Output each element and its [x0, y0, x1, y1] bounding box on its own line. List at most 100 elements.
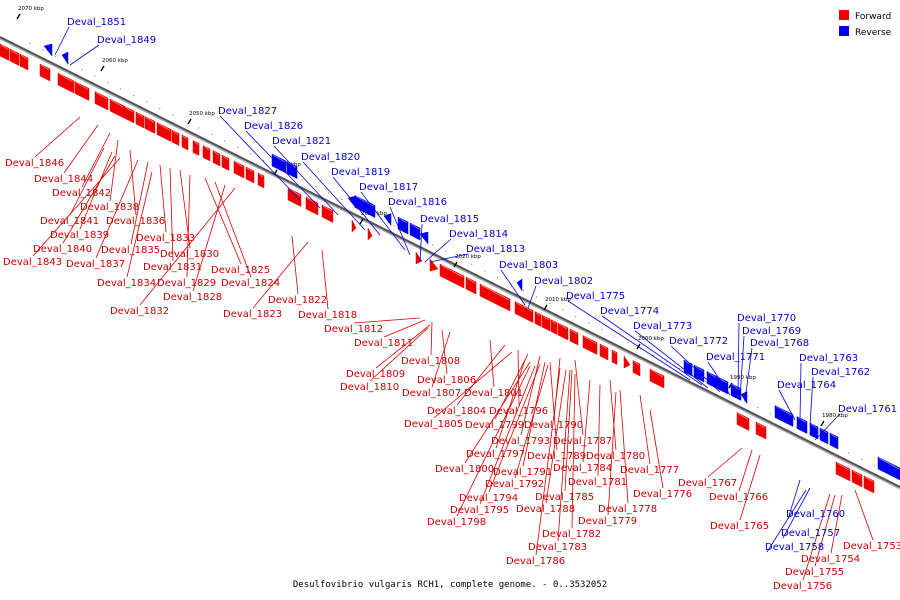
forward-gene-label[interactable]: Deval_1800: [435, 464, 494, 475]
forward-gene-block[interactable]: [522, 305, 534, 323]
forward-gene-label[interactable]: Deval_1755: [785, 567, 844, 578]
reverse-gene-block[interactable]: [829, 432, 839, 450]
reverse-gene-label[interactable]: Deval_1760: [786, 509, 845, 520]
forward-gene-label[interactable]: Deval_1831: [143, 262, 202, 273]
forward-gene-label[interactable]: Deval_1842: [52, 188, 111, 199]
forward-gene-block[interactable]: [245, 166, 255, 184]
forward-gene-block[interactable]: [479, 283, 511, 312]
forward-gene-block[interactable]: [123, 105, 135, 124]
forward-gene-label[interactable]: Deval_1765: [710, 521, 769, 532]
forward-gene-block[interactable]: [582, 335, 598, 355]
forward-gene-label[interactable]: Deval_1790: [524, 420, 583, 431]
forward-gene-label[interactable]: Deval_1844: [34, 174, 93, 185]
forward-gene-label[interactable]: Deval_1838: [80, 202, 139, 213]
reverse-gene-block[interactable]: [693, 364, 705, 383]
forward-gene-block[interactable]: [287, 187, 302, 207]
reverse-gene-label[interactable]: Deval_1817: [359, 182, 418, 193]
forward-gene-label[interactable]: Deval_1830: [160, 249, 219, 260]
forward-gene-label[interactable]: Deval_1810: [340, 382, 399, 393]
reverse-gene-block[interactable]: [774, 405, 794, 427]
forward-gene-block[interactable]: [439, 263, 465, 289]
forward-gene-label[interactable]: Deval_1781: [568, 477, 627, 488]
forward-gene-label[interactable]: Deval_1799: [465, 420, 524, 431]
reverse-gene-label[interactable]: Deval_1775: [566, 291, 625, 302]
forward-gene-label[interactable]: Deval_1801: [464, 388, 523, 399]
forward-gene-block[interactable]: [415, 251, 423, 265]
forward-gene-label[interactable]: Deval_1846: [5, 158, 64, 169]
forward-gene-label[interactable]: Deval_1809: [346, 369, 405, 380]
reverse-gene-label[interactable]: Deval_1826: [244, 121, 303, 132]
reverse-gene-block[interactable]: [383, 213, 392, 227]
forward-gene-label[interactable]: Deval_1835: [101, 245, 160, 256]
forward-gene-block[interactable]: [171, 129, 180, 146]
forward-gene-label[interactable]: Deval_1777: [620, 465, 679, 476]
forward-gene-block[interactable]: [0, 43, 10, 61]
forward-gene-label[interactable]: Deval_1807: [402, 388, 461, 399]
reverse-gene-block[interactable]: [286, 161, 298, 179]
reverse-gene-label[interactable]: Deval_1758: [765, 542, 824, 553]
forward-gene-label[interactable]: Deval_1779: [578, 516, 637, 527]
forward-gene-label[interactable]: Deval_1753: [843, 541, 900, 552]
reverse-gene-label[interactable]: Deval_1774: [600, 306, 659, 317]
reverse-gene-block[interactable]: [730, 383, 742, 401]
reverse-gene-block[interactable]: [809, 422, 819, 440]
reverse-gene-label[interactable]: Deval_1821: [272, 136, 331, 147]
forward-gene-label[interactable]: Deval_1787: [553, 436, 612, 447]
forward-gene-block[interactable]: [367, 227, 373, 241]
reverse-gene-label[interactable]: Deval_1849: [97, 35, 156, 46]
forward-gene-block[interactable]: [94, 91, 109, 111]
reverse-gene-block[interactable]: [796, 416, 808, 434]
forward-gene-label[interactable]: Deval_1812: [324, 324, 383, 335]
reverse-gene-block[interactable]: [397, 216, 409, 235]
forward-gene-block[interactable]: [569, 328, 579, 346]
reverse-gene-label[interactable]: Deval_1769: [742, 326, 801, 337]
forward-gene-label[interactable]: Deval_1785: [535, 492, 594, 503]
forward-gene-label[interactable]: Deval_1789: [527, 451, 586, 462]
forward-gene-label[interactable]: Deval_1798: [427, 517, 486, 528]
forward-gene-label[interactable]: Deval_1780: [586, 451, 645, 462]
forward-gene-block[interactable]: [429, 258, 439, 272]
reverse-gene-block[interactable]: [409, 222, 421, 241]
forward-gene-label[interactable]: Deval_1828: [163, 292, 222, 303]
forward-gene-block[interactable]: [851, 469, 863, 488]
reverse-gene-label[interactable]: Deval_1816: [388, 197, 447, 208]
forward-gene-label[interactable]: Deval_1804: [427, 406, 486, 417]
forward-gene-block[interactable]: [632, 360, 641, 377]
reverse-gene-label[interactable]: Deval_1851: [67, 17, 126, 28]
reverse-gene-label[interactable]: Deval_1814: [449, 229, 508, 240]
reverse-gene-block[interactable]: [819, 427, 829, 445]
reverse-gene-label[interactable]: Deval_1773: [633, 321, 692, 332]
reverse-gene-label[interactable]: Deval_1761: [838, 404, 897, 415]
forward-gene-label[interactable]: Deval_1793: [491, 436, 550, 447]
forward-gene-label[interactable]: Deval_1832: [110, 306, 169, 317]
reverse-gene-block[interactable]: [877, 456, 900, 481]
forward-gene-label[interactable]: Deval_1806: [417, 375, 476, 386]
forward-gene-block[interactable]: [19, 53, 29, 71]
forward-gene-label[interactable]: Deval_1796: [489, 406, 548, 417]
forward-gene-label[interactable]: Deval_1766: [709, 492, 768, 503]
reverse-gene-label[interactable]: Deval_1768: [750, 338, 809, 349]
forward-gene-label[interactable]: Deval_1767: [678, 478, 737, 489]
forward-gene-label[interactable]: Deval_1839: [50, 230, 109, 241]
forward-gene-block[interactable]: [541, 314, 551, 332]
forward-gene-block[interactable]: [534, 311, 542, 327]
forward-gene-block[interactable]: [835, 461, 851, 482]
forward-gene-label[interactable]: Deval_1818: [298, 310, 357, 321]
reverse-gene-block[interactable]: [516, 278, 523, 292]
reverse-gene-block[interactable]: [706, 371, 718, 389]
reverse-gene-block[interactable]: [43, 43, 53, 57]
forward-gene-block[interactable]: [144, 116, 156, 134]
forward-gene-block[interactable]: [57, 72, 75, 94]
forward-gene-block[interactable]: [623, 355, 631, 369]
forward-gene-label[interactable]: Deval_1824: [221, 278, 280, 289]
forward-gene-block[interactable]: [74, 81, 90, 101]
reverse-gene-label[interactable]: Deval_1771: [706, 352, 765, 363]
forward-gene-label[interactable]: Deval_1776: [633, 489, 692, 500]
forward-gene-block[interactable]: [863, 475, 875, 494]
forward-gene-label[interactable]: Deval_1795: [450, 505, 509, 516]
forward-gene-block[interactable]: [109, 98, 125, 119]
forward-gene-block[interactable]: [736, 412, 750, 431]
forward-gene-block[interactable]: [550, 319, 558, 335]
forward-gene-block[interactable]: [305, 196, 319, 216]
forward-gene-label[interactable]: Deval_1797: [466, 449, 525, 460]
